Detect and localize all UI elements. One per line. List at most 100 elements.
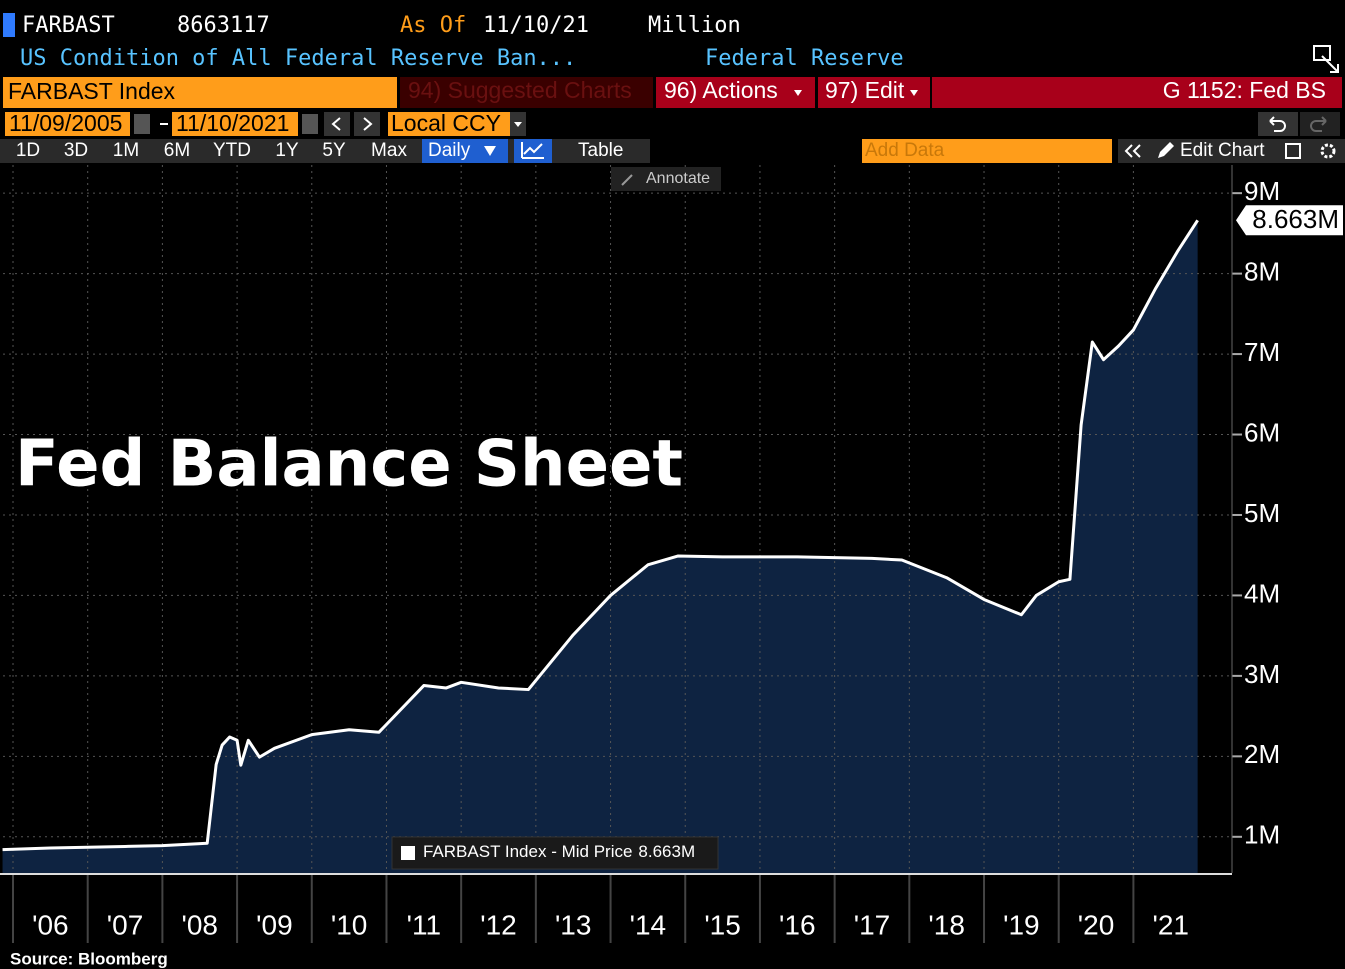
range-button[interactable]: 1M	[113, 140, 139, 161]
start-date-field[interactable]	[5, 112, 130, 136]
prev-button[interactable]	[324, 112, 350, 136]
line	[2, 219, 1199, 852]
undo-button[interactable]	[1258, 112, 1298, 136]
y-tick-label: 9M	[1244, 176, 1280, 206]
x-tick-label: '21	[1153, 909, 1190, 940]
caret	[484, 146, 496, 156]
last-price-tag	[1236, 205, 1343, 236]
x-tick-label: '10	[331, 909, 368, 940]
collapse-icon[interactable]	[1124, 144, 1141, 158]
suggested[interactable]: 94) Suggested Charts	[408, 77, 632, 103]
page-label-box	[932, 77, 1342, 108]
x-tick-label: '19	[1003, 909, 1040, 940]
range-button[interactable]: 1D	[16, 140, 40, 161]
legend-swatch	[401, 846, 415, 860]
undo-icon	[1269, 116, 1286, 132]
y-tick-label: 8M	[1244, 256, 1280, 286]
table-button[interactable]: Table	[578, 140, 623, 161]
legend-name: FARBAST Index - Mid Price	[423, 842, 632, 861]
ticker-marker	[3, 13, 15, 37]
y-tick-label: 6M	[1244, 417, 1280, 447]
range-button[interactable]: Max	[371, 140, 407, 161]
y-tick-label: 3M	[1244, 659, 1280, 689]
chart-annotation: Fed Balance Sheet	[15, 428, 683, 502]
edit-button[interactable]	[818, 77, 930, 108]
add-data-field[interactable]	[862, 139, 1112, 163]
chart: 1M 2M 3M 4M 5M 6M 7M 8M 9M '06 '07 '08 '09 '10 '11 '12 '…	[0, 165, 1343, 943]
legend-label: FARBAST Index - Mid Price 8.663M	[423, 842, 695, 861]
y-tick-label: 5M	[1244, 498, 1280, 528]
range-button[interactable]: 6M	[164, 140, 190, 161]
end-date-field[interactable]	[172, 112, 298, 136]
end-date[interactable]: 11/10/2021	[176, 110, 289, 136]
x-tick-label: '09	[256, 909, 293, 940]
x-tick-label: '13	[555, 909, 592, 940]
start-date[interactable]: 11/09/2005	[9, 110, 122, 136]
range-button[interactable]: 5Y	[322, 140, 346, 161]
frequency-button[interactable]	[422, 139, 508, 163]
x-tick-label: '08	[181, 909, 218, 940]
x-tick-label: '14	[630, 909, 667, 940]
last-value: 8663117	[177, 13, 270, 38]
actions-button[interactable]	[656, 77, 815, 108]
chart-icon	[521, 142, 544, 159]
source: Source: Bloomberg	[10, 949, 168, 968]
suggested-button[interactable]	[400, 77, 653, 108]
range-button[interactable]: 3D	[64, 140, 88, 161]
annotate[interactable]: Annotate	[646, 170, 710, 187]
popout-icon[interactable]	[1313, 45, 1339, 73]
legend-value: 8.663M	[638, 842, 695, 861]
range-button[interactable]: YTD	[213, 140, 251, 161]
prev-icon	[331, 117, 341, 131]
calendar-button[interactable]	[134, 114, 150, 134]
page-label: G 1152: Fed BS	[1163, 77, 1326, 103]
settings-icon[interactable]	[1320, 143, 1336, 159]
actions[interactable]: 96) Actions	[664, 77, 778, 103]
area	[2, 220, 1198, 873]
next-icon	[363, 117, 373, 131]
y-tick-label: 2M	[1244, 739, 1280, 769]
edit-icon[interactable]	[1285, 143, 1301, 159]
pencil-icon	[1158, 142, 1174, 158]
edit[interactable]: 97) Edit	[825, 77, 905, 103]
last-price-label: 8.663M	[1252, 204, 1339, 234]
annotate-icon	[621, 174, 633, 186]
y-tick-label: 4M	[1244, 578, 1280, 608]
add-data[interactable]: Add Data	[865, 140, 945, 161]
description: US Condition of All Federal Reserve Ban.…	[20, 46, 576, 71]
x-tick-label: '17	[854, 909, 891, 940]
date-dash	[160, 123, 168, 125]
units: Million	[648, 13, 741, 38]
currency-field[interactable]	[388, 112, 510, 136]
calendar-button[interactable]	[302, 114, 318, 134]
x-tick-label: '15	[704, 909, 741, 940]
x-tick-label: '16	[779, 909, 816, 940]
as-of-date: 11/10/21	[483, 13, 589, 38]
edit-bar	[1118, 139, 1345, 163]
security-field[interactable]	[3, 77, 397, 108]
as-of-label: As Of	[400, 13, 466, 38]
x-tick-label: '18	[928, 909, 965, 940]
currency[interactable]: Local CCY	[391, 110, 501, 136]
caret	[794, 90, 802, 96]
frequency[interactable]: Daily	[428, 140, 471, 161]
y-tick-label: 7M	[1244, 337, 1280, 367]
x-tick-label: '12	[480, 909, 517, 940]
ticker: FARBAST	[22, 13, 115, 38]
redo-icon	[1310, 116, 1327, 132]
security[interactable]: FARBAST Index	[8, 78, 176, 104]
x-tick-label: '11	[407, 909, 441, 940]
next-button[interactable]	[354, 112, 380, 136]
caret	[910, 90, 918, 96]
redo-button[interactable]	[1300, 112, 1340, 136]
legend-box	[391, 836, 719, 870]
x-tick-label: '07	[107, 909, 144, 940]
y-tick-label: 1M	[1244, 820, 1280, 850]
source-name: Federal Reserve	[705, 46, 904, 71]
x-tick-label: '20	[1078, 909, 1115, 940]
range-button[interactable]: 1Y	[275, 140, 299, 161]
x-tick-label: '06	[32, 909, 69, 940]
edit-chart[interactable]: Edit Chart	[1180, 140, 1265, 161]
